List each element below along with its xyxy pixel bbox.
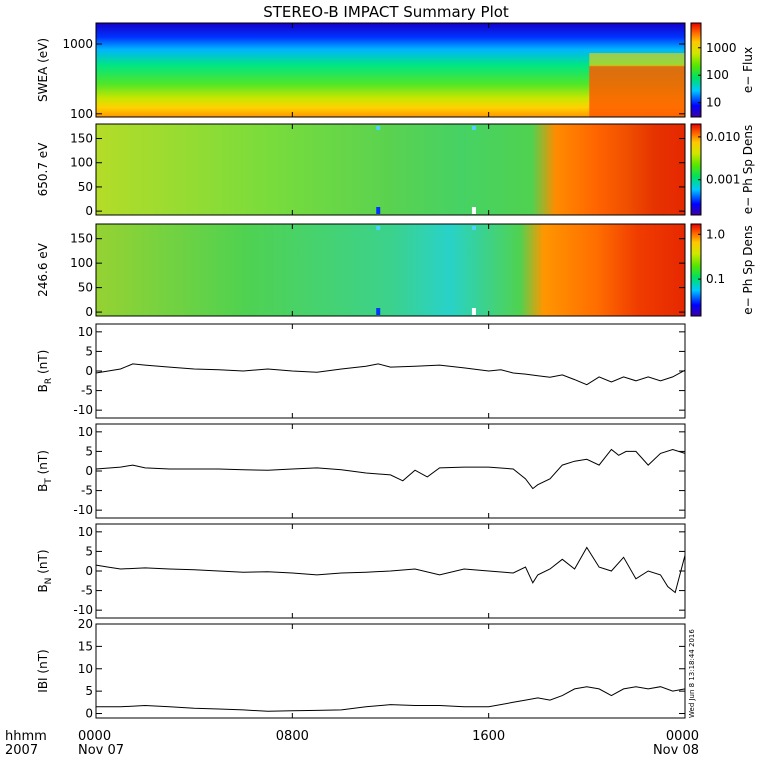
swea-enhancement-edge <box>589 53 685 67</box>
spectrogram-frame-1 <box>95 123 686 216</box>
y-tick-label-l1-4: 10 <box>78 425 93 439</box>
y-tick-label-l2-1: -5 <box>81 584 93 598</box>
y-tick-label-s1-2: 100 <box>70 156 93 170</box>
y-tick-label-l3-2: 10 <box>78 662 93 676</box>
spectrogram-ylabel-0: SWEA (eV) <box>36 38 50 102</box>
y-tick-label-l1-2: 0 <box>85 464 93 478</box>
colorbar-label-0: e− Flux <box>741 47 755 93</box>
y-tick-label-l0-3: 5 <box>85 344 93 358</box>
y-tick-label-l1-3: 5 <box>85 444 93 458</box>
y-tick-label-s2-3: 150 <box>70 232 93 246</box>
magnetic-field-trace-0 <box>95 363 686 386</box>
year-label: 2007 <box>5 743 38 758</box>
line-panel-ylabel-2: BN (nT) <box>36 549 54 592</box>
y-tick-label-l0-2: 0 <box>85 364 93 378</box>
data-gap-top-1-0 <box>376 126 381 130</box>
y-tick-label-l1-0: -10 <box>73 503 93 517</box>
y-tick-label-l3-1: 5 <box>85 684 93 698</box>
magnetic-field-trace-1 <box>95 448 686 490</box>
colorbar-tick-label-1-1: 0.010 <box>706 130 740 144</box>
data-gap-top-1-1 <box>471 126 476 130</box>
data-gap-bottom-2-0 <box>376 308 381 315</box>
chart-title: STEREO-B IMPACT Summary Plot <box>263 3 509 21</box>
colorbar-tick-label-0-2: 1000 <box>706 41 737 55</box>
colorbar-tick-label-0-1: 100 <box>706 68 729 82</box>
y-tick-label-l0-1: -5 <box>81 384 93 398</box>
hhmm-label: hhmm <box>5 729 47 744</box>
y-tick-label-s1-1: 50 <box>78 180 93 194</box>
line-panel-ylabel-0: BR (nT) <box>36 350 54 393</box>
line-panel-ylabel-1: BT (nT) <box>36 450 54 492</box>
data-gap-bottom-1-1 <box>471 207 476 214</box>
data-gap-top-2-1 <box>471 226 476 230</box>
time-tick-date-0: Nov 07 <box>78 743 124 758</box>
y-tick-label-l0-0: -10 <box>73 403 93 417</box>
spectrogram-frame-0 <box>95 22 686 118</box>
time-tick-date-3: Nov 08 <box>653 743 699 758</box>
y-tick-label-l1-1: -5 <box>81 484 93 498</box>
colorbar-tick-label-2-0: 0.1 <box>706 272 725 286</box>
y-tick-label-l2-2: 0 <box>85 564 93 578</box>
line-panel-frame-1 <box>95 423 686 519</box>
y-tick-label-s0-1: 1000 <box>62 37 93 51</box>
colorbar-label-1: e− Ph Sp Dens <box>741 125 755 214</box>
time-tick-label-3: 0000 <box>666 729 699 744</box>
colorbar-tick-label-1-0: 0.001 <box>706 173 740 187</box>
y-tick-label-s2-1: 50 <box>78 281 93 295</box>
colorbar-tick-label-0-0: 10 <box>706 96 721 110</box>
data-gap-bottom-2-1 <box>471 308 476 315</box>
pitch-angle-spectrogram-1 <box>96 124 685 215</box>
y-tick-label-l2-0: -10 <box>73 603 93 617</box>
swea-enhancement <box>589 65 685 117</box>
y-tick-label-l3-0: 0 <box>85 707 93 721</box>
time-tick-label-1: 0800 <box>276 729 309 744</box>
y-tick-label-l2-3: 5 <box>85 544 93 558</box>
y-tick-label-l2-4: 10 <box>78 525 93 539</box>
y-tick-label-s1-0: 0 <box>85 204 93 218</box>
spectrogram-ylabel-2: 246.6 eV <box>36 242 50 297</box>
colorbar-1 <box>690 123 702 216</box>
swea-spectrogram <box>96 23 685 117</box>
pitch-angle-spectrogram-2 <box>96 224 685 316</box>
y-tick-label-s0-0: 100 <box>70 107 93 121</box>
magnetic-field-trace-3 <box>96 686 686 712</box>
spectrogram-ylabel-1: 650.7 eV <box>36 142 50 197</box>
colorbar-0 <box>690 22 702 118</box>
generation-stamp: Wed Jun 8 13:18:44 2016 <box>688 629 696 718</box>
time-tick-label-0: 0000 <box>78 729 111 744</box>
time-tick-label-2: 1600 <box>472 729 505 744</box>
line-panel-ylabel-3: IBI (nT) <box>36 649 50 692</box>
line-panel-frame-0 <box>95 323 686 419</box>
data-gap-bottom-1-0 <box>376 207 381 214</box>
y-tick-label-s2-2: 100 <box>70 256 93 270</box>
data-gap-top-2-0 <box>376 226 381 230</box>
colorbar-label-2: e− Ph Sp Dens <box>741 225 755 314</box>
colorbar-2 <box>690 223 702 317</box>
y-tick-label-l3-4: 20 <box>78 617 93 631</box>
magnetic-field-trace-2 <box>95 546 686 594</box>
line-panel-frame-3 <box>95 623 686 719</box>
y-tick-label-s1-3: 150 <box>70 132 93 146</box>
colorbar-tick-label-2-1: 1.0 <box>706 227 725 241</box>
spectrogram-frame-2 <box>95 223 686 317</box>
y-tick-label-l0-4: 10 <box>78 325 93 339</box>
y-tick-label-l3-3: 15 <box>78 639 93 653</box>
y-tick-label-s2-0: 0 <box>85 305 93 319</box>
